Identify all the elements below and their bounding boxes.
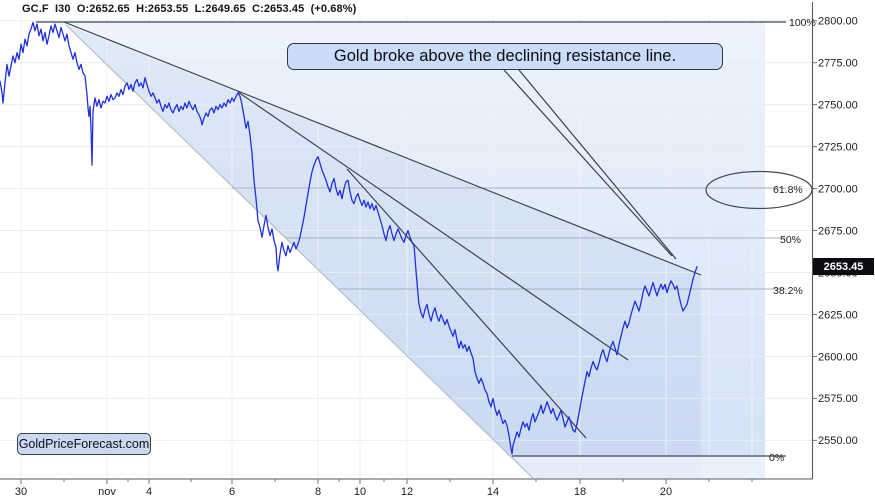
fib-label-0%: 0% (769, 452, 784, 464)
below-zero-band (512, 456, 765, 479)
fib-label-100%: 100% (789, 17, 816, 29)
price-tick-label-2800: 2800.00 (818, 16, 858, 28)
price-tick-label-2725: 2725.00 (818, 141, 858, 153)
time-tick-label-18: 18 (574, 486, 586, 498)
fib-label-50%: 50% (780, 234, 801, 246)
trendline-callout-pointer-2 (518, 69, 677, 260)
fib-label-61.8%: 61.8% (773, 184, 803, 196)
time-tick-label-30: 30 (15, 486, 27, 498)
time-tick-label-12: 12 (401, 486, 413, 498)
trendline-channel-support (65, 24, 534, 479)
fib-label-38.2%: 38.2% (773, 285, 803, 297)
time-tick-label-8: 8 (315, 486, 321, 498)
fib-retracement-shading (40, 22, 765, 479)
price-tick-label-2775: 2775.00 (818, 57, 858, 69)
price-tick-label-2700: 2700.00 (818, 183, 858, 195)
annotation-callout[interactable]: Gold broke above the declining resistanc… (287, 43, 723, 70)
price-tick-label-2625: 2625.00 (818, 309, 858, 321)
trendline-callout-pointer-1 (503, 69, 673, 257)
price-series-line (0, 21, 698, 455)
ohlc-header: GC.F I30 O:2652.65 H:2653.55 L:2649.65 C… (22, 3, 357, 15)
current-price-badge: 2653.45 (813, 258, 874, 275)
time-tick-label-14: 14 (487, 486, 499, 498)
time-tick-label-10: 10 (354, 486, 366, 498)
price-tick-label-2575: 2575.00 (818, 393, 858, 405)
trendline-resistance-main (63, 21, 702, 276)
watermark-badge: GoldPriceForecast.com (17, 433, 151, 455)
time-tick-label-6: 6 (229, 486, 235, 498)
trendline-resistance-3 (346, 168, 587, 439)
price-tick-label-2600: 2600.00 (818, 351, 858, 363)
price-tick-label-2550: 2550.00 (818, 435, 858, 447)
time-tick-label-4: 4 (146, 486, 152, 498)
price-tick-label-2675: 2675.00 (818, 225, 858, 237)
time-tick-label-nov: nov (98, 486, 116, 498)
time-tick-label-20: 20 (660, 486, 672, 498)
trendline-resistance-2 (237, 91, 629, 361)
declining-channel-shading (64, 24, 701, 479)
price-tick-label-2750: 2750.00 (818, 99, 858, 111)
